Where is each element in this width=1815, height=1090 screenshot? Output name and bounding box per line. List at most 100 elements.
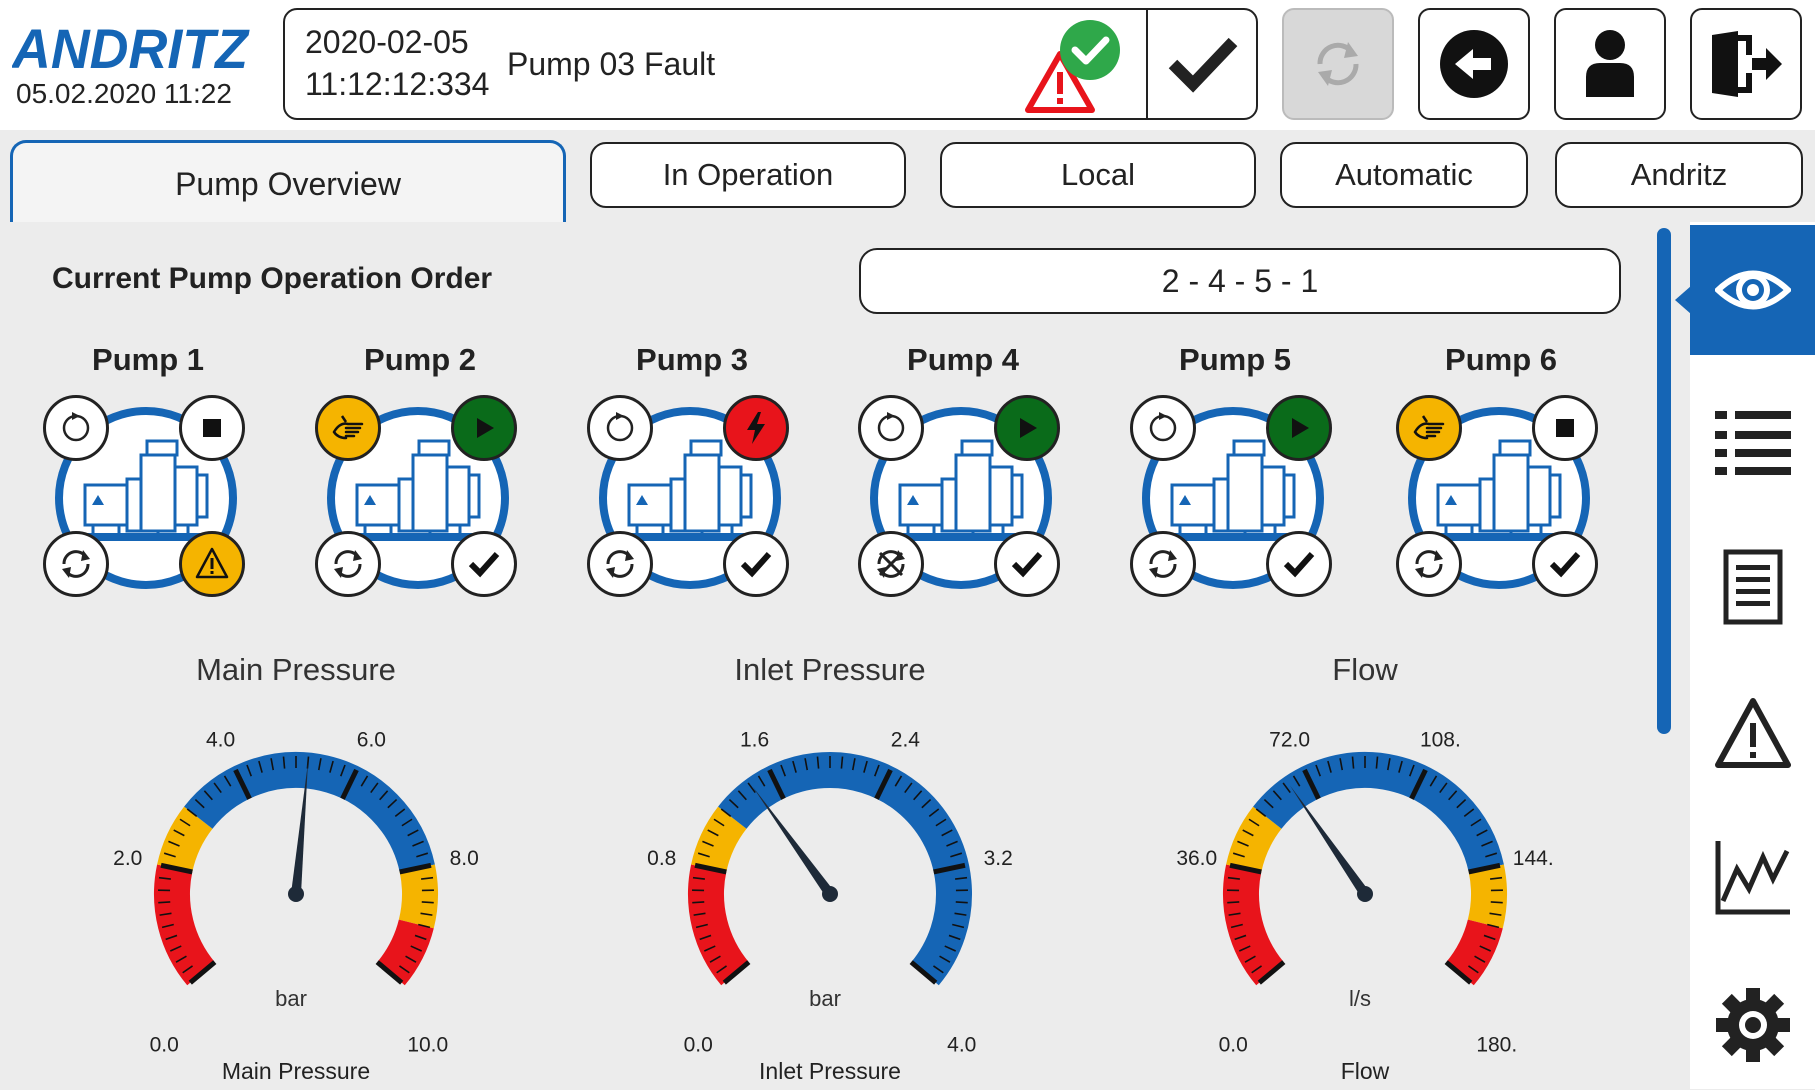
vertical-scrollbar[interactable] — [1657, 228, 1671, 734]
gauge-hub — [822, 886, 838, 902]
pump-status-button[interactable] — [179, 531, 245, 597]
sidebar-item-settings[interactable] — [1690, 960, 1815, 1090]
pump-status-button[interactable] — [858, 531, 924, 597]
gauge-tick-label: 2.0 — [113, 847, 142, 870]
pump-widget[interactable] — [587, 395, 797, 605]
alarm-banner[interactable]: 2020-02-05 11:12:12:334 Pump 03 Fault — [283, 8, 1258, 120]
pump-widget[interactable] — [858, 395, 1068, 605]
pump-status-button[interactable] — [994, 395, 1060, 461]
logo-text: ANDRITZ — [12, 20, 250, 74]
gauge-tick-label: 108. — [1420, 728, 1461, 751]
ready-icon — [1143, 408, 1183, 448]
gauge-tick-label: 144. — [1513, 847, 1554, 870]
gauge-minor-tick — [283, 757, 284, 769]
manual-icon — [1409, 408, 1449, 448]
pump-status-button[interactable] — [723, 531, 789, 597]
gauge-minor-tick — [422, 902, 434, 903]
tab-in-operation[interactable]: In Operation — [590, 142, 906, 208]
stop-icon — [192, 408, 232, 448]
list-icon — [1715, 409, 1791, 477]
pump-status-button[interactable] — [1266, 531, 1332, 597]
pump-status-button[interactable] — [1130, 395, 1196, 461]
pump-widget[interactable] — [1130, 395, 1340, 605]
alarm-icon — [1715, 697, 1791, 769]
gauge-band — [175, 818, 199, 869]
gauge-band — [416, 868, 420, 924]
pump-status-button[interactable] — [315, 531, 381, 597]
ok-icon — [464, 544, 504, 584]
gauge-tick-label: 180. — [1476, 1034, 1517, 1052]
gauge-minor-tick — [1227, 902, 1239, 903]
running-icon — [1007, 408, 1047, 448]
pump-status-button[interactable] — [315, 395, 381, 461]
logout-button[interactable] — [1690, 8, 1802, 120]
pump-status-button[interactable] — [1266, 395, 1332, 461]
tab-pump-overview[interactable]: Pump Overview — [10, 140, 566, 225]
refresh-button[interactable] — [1282, 8, 1394, 120]
pump-status-button[interactable] — [1532, 395, 1598, 461]
pump-status-button[interactable] — [587, 531, 653, 597]
gauge-tick-label: 72.0 — [1269, 728, 1310, 751]
pump-status-button[interactable] — [587, 395, 653, 461]
eye-icon — [1715, 265, 1791, 315]
gauge-minor-tick — [817, 757, 818, 769]
pump-status-button[interactable] — [451, 395, 517, 461]
gauge-tick-label: 0.0 — [684, 1034, 713, 1052]
pump-widget[interactable] — [1396, 395, 1606, 605]
pump-title: Pump 3 — [577, 342, 807, 378]
auto-disabled-icon — [871, 544, 911, 584]
ready-icon — [600, 408, 640, 448]
pump-status-button[interactable] — [1396, 395, 1462, 461]
pump-widget[interactable] — [315, 395, 525, 605]
gauge-tick-label: 0.0 — [1219, 1034, 1248, 1052]
pump-status-button[interactable] — [994, 531, 1060, 597]
back-arrow-icon — [1439, 29, 1509, 99]
gauge-band — [709, 818, 733, 869]
tab-automatic[interactable]: Automatic — [1280, 142, 1528, 208]
gauge-tick-label: 1.6 — [740, 728, 769, 751]
gauge-band — [732, 770, 954, 974]
user-button[interactable] — [1554, 8, 1666, 120]
tab-andritz[interactable]: Andritz — [1555, 142, 1803, 208]
gauge-minor-tick — [1491, 902, 1503, 903]
gauge-band — [1267, 770, 1486, 868]
running-icon — [1279, 408, 1319, 448]
pump-status-button[interactable] — [1396, 531, 1462, 597]
alarm-date: 2020-02-05 — [305, 24, 469, 61]
checkmark-icon — [1167, 34, 1239, 94]
pump-status-button[interactable] — [43, 395, 109, 461]
sidebar-item-report[interactable] — [1690, 522, 1815, 652]
gauge-tick-label: 8.0 — [450, 847, 479, 870]
gauge-tick-label: 36.0 — [1176, 847, 1217, 870]
gauge-minor-tick — [158, 902, 170, 903]
ready-icon — [56, 408, 96, 448]
operation-order-label: Current Pump Operation Order — [52, 262, 492, 296]
pump-status-button[interactable] — [43, 531, 109, 597]
pump-status-button[interactable] — [858, 395, 924, 461]
user-icon — [1582, 29, 1638, 99]
sidebar-item-overview[interactable] — [1690, 225, 1815, 355]
gauge-unit: bar — [809, 986, 841, 1011]
gauge-title: Inlet Pressure — [630, 652, 1030, 688]
pump-title: Pump 4 — [848, 342, 1078, 378]
andritz-logo: ANDRITZ — [12, 20, 252, 74]
gauge-unit: l/s — [1349, 986, 1371, 1011]
pump-widget[interactable] — [43, 395, 253, 605]
tab-local[interactable]: Local — [940, 142, 1256, 208]
pump-status-button[interactable] — [723, 395, 789, 461]
acknowledge-button[interactable] — [1146, 8, 1258, 120]
alarm-time: 11:12:12:334 — [305, 66, 489, 103]
gauge-band — [391, 924, 416, 974]
pump-status-button[interactable] — [451, 531, 517, 597]
pump-status-button[interactable] — [179, 395, 245, 461]
sidebar-item-alarms[interactable] — [1690, 668, 1815, 798]
back-button[interactable] — [1418, 8, 1530, 120]
sidebar-item-list[interactable] — [1690, 378, 1815, 508]
manual-icon — [328, 408, 368, 448]
gauge-needle — [1290, 785, 1369, 896]
pump-status-button[interactable] — [1532, 531, 1598, 597]
pump-status-button[interactable] — [1130, 531, 1196, 597]
sidebar-item-trends[interactable] — [1690, 812, 1815, 942]
gauge-minor-tick — [1376, 757, 1377, 769]
